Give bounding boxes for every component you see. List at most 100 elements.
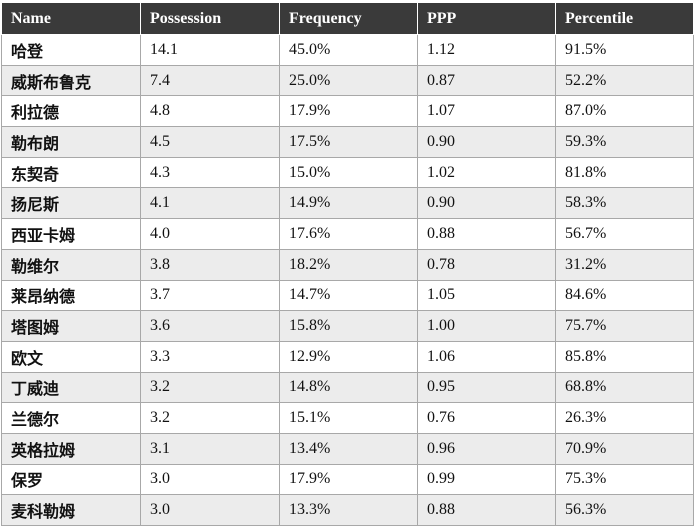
table-row: 丁威迪 3.2 14.8% 0.95 68.8%: [1, 371, 694, 404]
possession-cell: 3.8: [140, 248, 280, 281]
frequency-cell: 14.7%: [279, 279, 418, 312]
ppp-cell: 0.95: [417, 371, 556, 404]
name-cell: 西亚卡姆: [1, 218, 141, 250]
table-row: 英格拉姆 3.1 13.4% 0.96 70.9%: [1, 432, 694, 465]
name-cell: 勒维尔: [1, 248, 141, 281]
ppp-cell: 1.06: [417, 340, 556, 373]
name-cell: 勒布朗: [1, 126, 141, 158]
ppp-cell: 0.87: [417, 64, 556, 97]
table-row: 东契奇 4.3 15.0% 1.02 81.8%: [1, 156, 694, 189]
percentile-cell: 70.9%: [555, 432, 694, 465]
table-row: 塔图姆 3.6 15.8% 1.00 75.7%: [1, 310, 694, 342]
possession-cell: 4.1: [140, 187, 280, 220]
ppp-cell: 1.00: [417, 310, 556, 342]
frequency-cell: 45.0%: [279, 34, 418, 66]
frequency-cell: 14.9%: [279, 187, 418, 220]
header-name: Name: [1, 2, 141, 35]
frequency-cell: 25.0%: [279, 64, 418, 97]
ppp-cell: 1.05: [417, 279, 556, 312]
frequency-cell: 15.1%: [279, 402, 418, 434]
ppp-cell: 0.76: [417, 402, 556, 434]
name-cell: 保罗: [1, 463, 141, 496]
possession-cell: 4.8: [140, 95, 280, 128]
frequency-cell: 17.5%: [279, 126, 418, 158]
table-row: 扬尼斯 4.1 14.9% 0.90 58.3%: [1, 187, 694, 220]
name-cell: 英格拉姆: [1, 432, 141, 465]
table-row: 利拉德 4.8 17.9% 1.07 87.0%: [1, 95, 694, 128]
ppp-cell: 0.90: [417, 126, 556, 158]
table-row: 勒维尔 3.8 18.2% 0.78 31.2%: [1, 248, 694, 281]
ppp-cell: 1.02: [417, 156, 556, 189]
frequency-cell: 17.9%: [279, 463, 418, 496]
possession-cell: 3.1: [140, 432, 280, 465]
header-percentile: Percentile: [555, 2, 694, 35]
table-row: 兰德尔 3.2 15.1% 0.76 26.3%: [1, 402, 694, 434]
table-row: 哈登 14.1 45.0% 1.12 91.5%: [1, 34, 694, 66]
possession-cell: 3.2: [140, 402, 280, 434]
percentile-cell: 85.8%: [555, 340, 694, 373]
table-header: Name Possession Frequency PPP Percentile: [1, 2, 694, 35]
table-row: 威斯布鲁克 7.4 25.0% 0.87 52.2%: [1, 64, 694, 97]
possession-cell: 3.0: [140, 463, 280, 496]
percentile-cell: 75.3%: [555, 463, 694, 496]
frequency-cell: 13.3%: [279, 494, 418, 526]
table-row: 勒布朗 4.5 17.5% 0.90 59.3%: [1, 126, 694, 158]
ppp-cell: 1.12: [417, 34, 556, 66]
header-frequency: Frequency: [279, 2, 418, 35]
name-cell: 塔图姆: [1, 310, 141, 342]
percentile-cell: 81.8%: [555, 156, 694, 189]
name-cell: 东契奇: [1, 156, 141, 189]
percentile-cell: 68.8%: [555, 371, 694, 404]
percentile-cell: 59.3%: [555, 126, 694, 158]
ppp-cell: 0.99: [417, 463, 556, 496]
ppp-cell: 0.78: [417, 248, 556, 281]
name-cell: 麦科勒姆: [1, 494, 141, 526]
possession-cell: 4.0: [140, 218, 280, 250]
name-cell: 丁威迪: [1, 371, 141, 404]
possession-cell: 4.5: [140, 126, 280, 158]
possession-cell: 7.4: [140, 64, 280, 97]
percentile-cell: 91.5%: [555, 34, 694, 66]
possession-cell: 3.6: [140, 310, 280, 342]
name-cell: 兰德尔: [1, 402, 141, 434]
possession-cell: 14.1: [140, 34, 280, 66]
table-body: 哈登 14.1 45.0% 1.12 91.5% 威斯布鲁克 7.4 25.0% 0.87 52.…: [1, 34, 694, 526]
percentile-cell: 75.7%: [555, 310, 694, 342]
ppp-cell: 0.88: [417, 494, 556, 526]
header-possession: Possession: [140, 2, 280, 35]
frequency-cell: 15.0%: [279, 156, 418, 189]
name-cell: 欧文: [1, 340, 141, 373]
possession-cell: 3.7: [140, 279, 280, 312]
table-row: 西亚卡姆 4.0 17.6% 0.88 56.7%: [1, 218, 694, 250]
frequency-cell: 13.4%: [279, 432, 418, 465]
name-cell: 威斯布鲁克: [1, 64, 141, 97]
percentile-cell: 87.0%: [555, 95, 694, 128]
name-cell: 利拉德: [1, 95, 141, 128]
frequency-cell: 17.9%: [279, 95, 418, 128]
ppp-cell: 0.88: [417, 218, 556, 250]
header-row: Name Possession Frequency PPP Percentile: [1, 2, 694, 35]
possession-cell: 3.3: [140, 340, 280, 373]
name-cell: 哈登: [1, 34, 141, 66]
percentile-cell: 31.2%: [555, 248, 694, 281]
percentile-cell: 56.3%: [555, 494, 694, 526]
possession-cell: 4.3: [140, 156, 280, 189]
percentile-cell: 26.3%: [555, 402, 694, 434]
ppp-cell: 1.07: [417, 95, 556, 128]
frequency-cell: 14.8%: [279, 371, 418, 404]
ppp-cell: 0.96: [417, 432, 556, 465]
name-cell: 莱昂纳德: [1, 279, 141, 312]
possession-cell: 3.2: [140, 371, 280, 404]
ppp-cell: 0.90: [417, 187, 556, 220]
percentile-cell: 52.2%: [555, 64, 694, 97]
frequency-cell: 12.9%: [279, 340, 418, 373]
table-row: 莱昂纳德 3.7 14.7% 1.05 84.6%: [1, 279, 694, 312]
header-ppp: PPP: [417, 2, 556, 35]
percentile-cell: 84.6%: [555, 279, 694, 312]
percentile-cell: 58.3%: [555, 187, 694, 220]
frequency-cell: 18.2%: [279, 248, 418, 281]
frequency-cell: 17.6%: [279, 218, 418, 250]
table-row: 麦科勒姆 3.0 13.3% 0.88 56.3%: [1, 494, 694, 526]
